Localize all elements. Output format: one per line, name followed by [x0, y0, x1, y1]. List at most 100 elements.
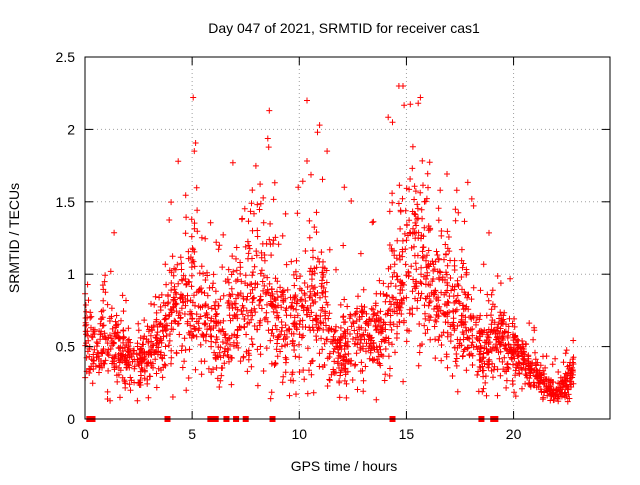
data-point: [529, 359, 536, 366]
data-point: [476, 363, 483, 370]
data-point: [567, 359, 574, 366]
data-point: [447, 338, 454, 345]
data-point: [334, 358, 341, 365]
data-point: [245, 250, 252, 257]
data-point: [309, 247, 316, 254]
data-point: [436, 333, 443, 340]
data-point: [406, 217, 413, 224]
data-point: [177, 254, 184, 261]
data-point: [442, 241, 449, 248]
data-point: [350, 319, 356, 326]
data-point: [389, 199, 396, 206]
data-point: [251, 305, 258, 312]
data-point: [435, 205, 442, 212]
data-point: [288, 258, 295, 265]
data-point: [280, 336, 287, 343]
data-point: [114, 378, 121, 385]
data-point: [275, 314, 282, 321]
data-point: [189, 245, 196, 252]
data-point: [420, 182, 426, 189]
data-point: [144, 380, 151, 387]
data-point: [466, 351, 473, 358]
data-point: [451, 325, 458, 332]
data-point: [324, 148, 331, 155]
data-point: [354, 341, 361, 348]
data-point: [275, 333, 282, 340]
data-point: [435, 337, 442, 344]
y-tick-label: 0: [67, 411, 75, 427]
data-point: [419, 254, 426, 261]
data-point: [311, 224, 318, 231]
data-point: [460, 348, 467, 355]
data-point: [463, 367, 470, 374]
data-point: [438, 357, 445, 364]
data-point: [336, 394, 343, 401]
data-point: [411, 183, 418, 190]
data-point: [164, 300, 171, 307]
data-point: [414, 252, 421, 259]
data-point: [467, 312, 474, 319]
data-point: [338, 361, 345, 368]
data-point: [229, 159, 236, 166]
data-point: [175, 158, 182, 165]
data-point: [411, 196, 418, 203]
data-point: [91, 346, 98, 353]
data-point: [481, 345, 488, 351]
data-point: [279, 379, 286, 386]
data-point: [403, 338, 410, 345]
data-point: [337, 301, 344, 308]
data-point: [274, 334, 281, 341]
data-point: [208, 343, 215, 350]
data-point: [134, 397, 141, 404]
data-point: [307, 302, 314, 309]
data-point: [388, 326, 395, 333]
data-point: [486, 229, 492, 236]
data-point: [120, 327, 127, 334]
data-point: [294, 210, 301, 217]
data-point: [260, 194, 267, 201]
data-point: [498, 333, 504, 340]
data-point: [478, 328, 485, 335]
data-point: [284, 341, 291, 348]
data-point: [423, 295, 430, 302]
data-point: [352, 361, 359, 368]
data-point: [382, 371, 389, 378]
data-point: [135, 380, 142, 387]
data-point: [245, 350, 252, 357]
data-point: [234, 332, 241, 339]
data-point: [326, 354, 333, 360]
data-point: [282, 295, 289, 302]
data-point: [147, 351, 154, 358]
data-point: [261, 257, 268, 264]
data-point: [268, 389, 275, 396]
data-point: [274, 340, 281, 347]
data-point: [166, 267, 173, 274]
data-point: [212, 298, 219, 305]
data-point: [141, 375, 148, 382]
data-point: [296, 331, 303, 338]
data-point: [184, 320, 191, 327]
data-point: [219, 264, 226, 271]
data-point: [291, 294, 297, 301]
data-point: [315, 324, 322, 331]
data-point: [108, 335, 115, 342]
data-point: [220, 352, 227, 359]
data-point: [217, 296, 224, 303]
data-point: [149, 342, 156, 349]
data-point: [366, 355, 373, 362]
data-point: [417, 189, 424, 196]
data-point: [210, 280, 217, 287]
data-point: [155, 365, 162, 372]
data-point: [420, 244, 427, 251]
data-point: [151, 301, 158, 308]
data-point: [204, 269, 210, 276]
data-point: [296, 341, 302, 348]
data-point: [190, 332, 197, 339]
data-point: [394, 323, 401, 330]
data-point: [286, 326, 293, 333]
data-point: [238, 307, 245, 314]
data-point: [226, 312, 233, 319]
data-point: [439, 274, 446, 281]
data-point: [533, 384, 540, 391]
data-point: [458, 257, 465, 264]
